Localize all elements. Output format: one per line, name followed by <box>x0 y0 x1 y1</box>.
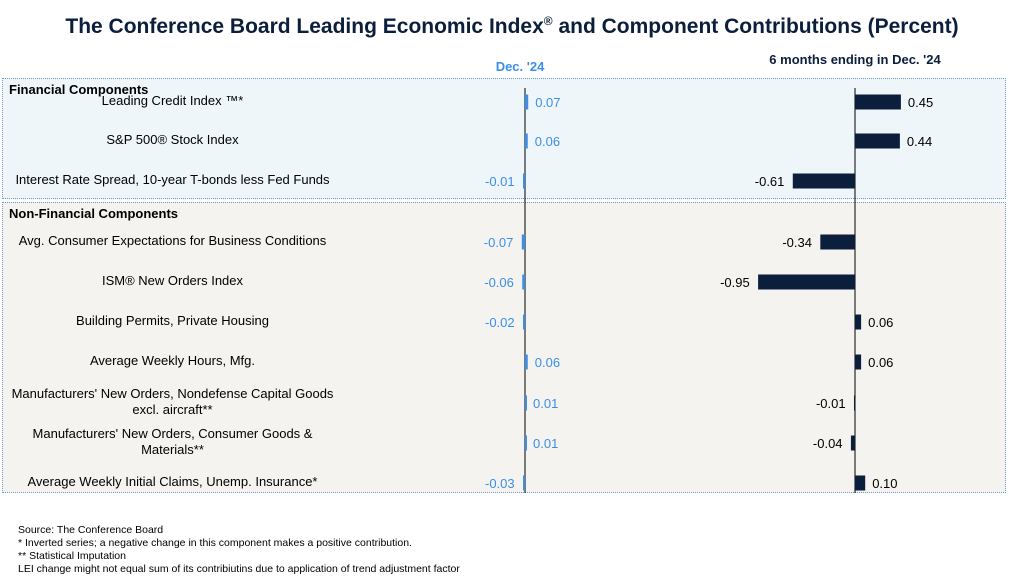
monthly-bar <box>525 133 528 149</box>
monthly-bar <box>522 274 525 290</box>
category-label: Manufacturers' New Orders, Nondefense Ca… <box>11 386 334 417</box>
monthly-bar <box>523 475 525 491</box>
six-month-bar <box>855 354 862 370</box>
monthly-value-label: -0.06 <box>484 274 514 290</box>
title-main: The Conference Board Leading Economic In… <box>65 15 544 38</box>
non-financial-group-label: Non-Financial Components <box>9 206 178 221</box>
monthly-value-label: -0.01 <box>485 173 515 189</box>
six-month-bar <box>855 475 866 491</box>
six-month-value-label: -0.01 <box>815 395 846 411</box>
category-label: Avg. Consumer Expectations for Business … <box>18 233 327 248</box>
category-label: ISM® New Orders Index <box>101 273 244 288</box>
trend-adjustment-note: LEI change might not equal sum of its co… <box>18 563 460 575</box>
category-label: Leading Credit Index ™* <box>101 93 244 108</box>
six-month-value-label: 0.06 <box>868 354 894 370</box>
six-month-column-header: 6 months ending in Dec. '24 <box>769 52 941 67</box>
source-note: Source: The Conference Board <box>18 524 164 536</box>
category-label: S&P 500® Stock Index <box>106 132 239 147</box>
monthly-bar <box>523 314 525 330</box>
six-month-value-label: 0.10 <box>872 475 898 491</box>
financial-group-label: Financial Components <box>9 82 149 97</box>
category-label: Average Weekly Initial Claims, Unemp. In… <box>27 474 318 489</box>
monthly-value-label: 0.07 <box>535 94 561 110</box>
monthly-value-label: 0.06 <box>534 133 561 149</box>
six-month-value-label: 0.45 <box>907 94 934 110</box>
chart-title: The Conference Board Leading Economic In… <box>0 14 1024 39</box>
monthly-bar <box>525 435 527 451</box>
title-tail: and Component Contributions (Percent) <box>552 15 959 38</box>
monthly-value-label: 0.01 <box>533 395 559 411</box>
six-month-bar <box>855 94 901 110</box>
category-label: Manufacturers' New Orders, Consumer Good… <box>32 426 313 457</box>
six-month-bar <box>853 395 855 411</box>
imputation-note: ** Statistical Imputation <box>18 550 126 562</box>
monthly-bar <box>525 395 527 411</box>
monthly-bar <box>525 94 529 110</box>
monthly-column-header: Dec. '24 <box>495 59 545 74</box>
category-label: Interest Rate Spread, 10-year T-bonds le… <box>15 172 330 187</box>
six-month-bar <box>820 234 855 250</box>
six-month-value-label: -0.61 <box>754 173 785 189</box>
monthly-value-label: 0.06 <box>534 354 561 370</box>
monthly-value-label: -0.02 <box>485 314 515 330</box>
category-label: Building Permits, Private Housing <box>76 313 269 328</box>
monthly-bar <box>521 234 525 250</box>
six-month-value-label: 0.44 <box>906 133 933 149</box>
monthly-value-label: -0.03 <box>485 475 515 491</box>
six-month-bar <box>855 314 862 330</box>
six-month-value-label: -0.95 <box>720 274 750 290</box>
non-financial-components-panel <box>2 202 1006 493</box>
monthly-bar <box>525 354 528 370</box>
title-registered-mark: ® <box>543 14 553 28</box>
six-month-bar <box>758 274 855 290</box>
monthly-bar <box>523 173 525 189</box>
six-month-value-label: -0.34 <box>782 234 812 250</box>
six-month-value-label: 0.06 <box>868 314 894 330</box>
inverted-series-note: * Inverted series; a negative change in … <box>18 537 412 549</box>
chart-footer: Source: The Conference Board * Inverted … <box>18 524 460 576</box>
six-month-value-label: -0.04 <box>812 435 843 451</box>
monthly-value-label: -0.07 <box>483 234 514 250</box>
six-month-bar <box>792 173 855 189</box>
category-label: Average Weekly Hours, Mfg. <box>90 353 255 368</box>
six-month-bar <box>855 133 900 149</box>
monthly-value-label: 0.01 <box>533 435 559 451</box>
six-month-bar <box>850 435 855 451</box>
